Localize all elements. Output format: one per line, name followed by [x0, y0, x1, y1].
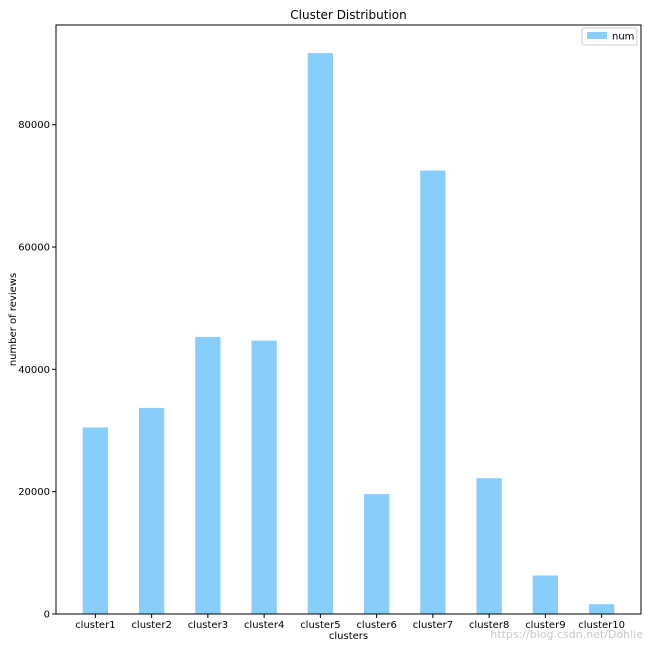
x-axis-label: clusters	[329, 631, 368, 642]
legend: num	[581, 27, 638, 46]
bar-cluster1	[82, 427, 109, 614]
bar-cluster2	[138, 407, 165, 614]
x-tick-label-cluster6: cluster6	[356, 620, 396, 631]
y-tick-label-0: 0	[44, 610, 50, 621]
bar-cluster3	[195, 336, 221, 614]
bar-cluster4	[251, 340, 277, 614]
x-tick-label-cluster1: cluster1	[75, 620, 115, 631]
bar-cluster7	[420, 170, 446, 614]
x-tick-label-cluster5: cluster5	[300, 620, 340, 631]
legend-swatch	[587, 32, 607, 39]
watermark: https://blog.csdn.net/Dohlie	[490, 628, 643, 641]
x-axis: cluster1 cluster2 cluster3 cluster4 cluster5…	[75, 614, 625, 631]
x-tick-label-cluster2: cluster2	[131, 620, 171, 631]
x-tick-label-cluster3: cluster3	[188, 620, 228, 631]
x-tick-label-cluster9: cluster9	[525, 620, 565, 631]
chart-title: Cluster Distribution	[290, 8, 406, 22]
y-tick-label-60000: 60000	[18, 243, 50, 254]
legend-label-num: num	[612, 32, 634, 43]
y-axis-label: number of reviews	[8, 273, 19, 366]
x-tick-label-cluster8: cluster8	[469, 620, 509, 631]
x-tick-label-cluster7: cluster7	[413, 620, 453, 631]
bar-cluster9	[532, 575, 559, 614]
plot-frame	[55, 24, 642, 615]
bar-cluster5	[307, 53, 334, 614]
bar-cluster8	[476, 478, 502, 614]
y-tick-label-80000: 80000	[18, 120, 50, 131]
bar-cluster10	[588, 604, 615, 614]
bars-group	[82, 53, 615, 614]
y-tick-label-20000: 20000	[18, 487, 50, 498]
x-tick-label-cluster10: cluster10	[578, 620, 625, 631]
y-tick-label-40000: 40000	[18, 365, 50, 376]
x-tick-label-cluster4: cluster4	[244, 620, 284, 631]
bar-cluster6	[363, 494, 390, 614]
y-axis: 0 20000 40000 60000 80000	[18, 120, 56, 621]
